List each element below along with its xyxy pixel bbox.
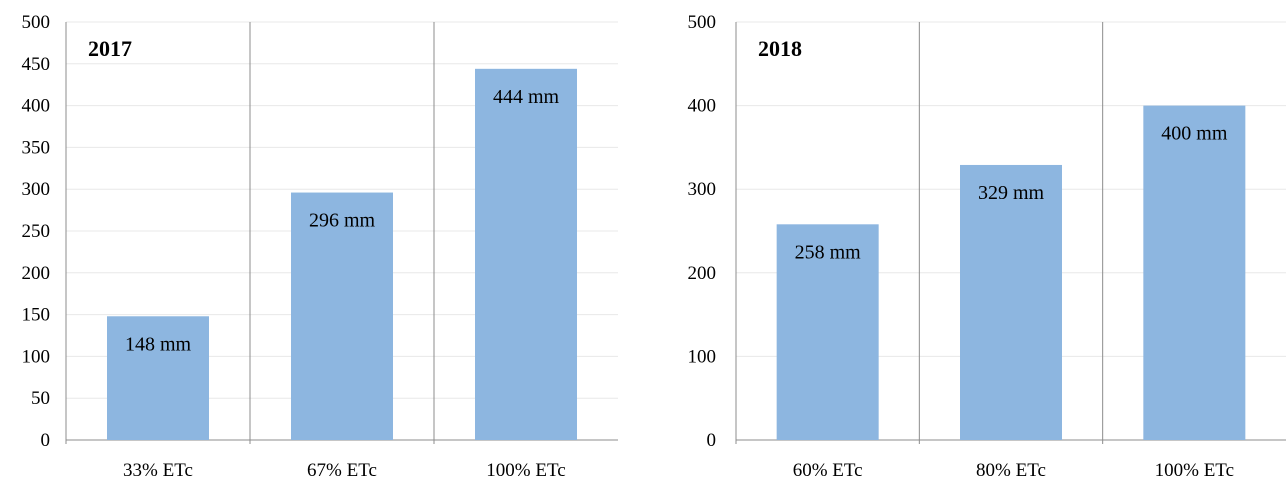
bar-2017-2 [291, 192, 393, 440]
x-tick-label: 67% ETc [307, 460, 377, 481]
data-label: 444 mm [493, 86, 560, 108]
bar-chart-2017: 0 50 100 150 200 250 300 350 400 450 500 148 mm 296 … [22, 12, 618, 481]
data-labels: 258 mm 329 mm 400 mm [795, 123, 1228, 264]
y-tick-label: 300 [22, 179, 51, 200]
chart-panel-2017: 0 50 100 150 200 250 300 350 400 450 500 148 mm 296 … [0, 0, 640, 482]
chart-title: 2018 [758, 36, 802, 61]
y-tick-label: 150 [22, 305, 51, 326]
bar-2017-3 [475, 68, 577, 440]
y-tick-label: 100 [22, 346, 51, 367]
y-tick-label: 400 [22, 96, 51, 117]
bar-2018-3 [1143, 105, 1246, 440]
y-axis: 0 100 200 300 400 500 [688, 12, 717, 451]
y-tick-label: 300 [688, 179, 717, 200]
x-tick-label: 60% ETc [793, 460, 863, 481]
y-tick-label: 400 [688, 96, 717, 117]
bar-2017-1 [107, 316, 209, 440]
bars [107, 68, 577, 440]
y-tick-label: 0 [707, 430, 717, 451]
x-tick-label: 80% ETc [976, 460, 1046, 481]
x-tick-label: 33% ETc [123, 460, 193, 481]
bar-2018-1 [776, 224, 879, 440]
category-separators [735, 22, 1104, 444]
y-tick-label: 50 [31, 388, 50, 409]
y-tick-label: 350 [22, 137, 51, 158]
y-tick-label: 100 [688, 346, 717, 367]
category-separators [65, 22, 435, 444]
bars [776, 105, 1246, 440]
bar-chart-2018: 0 100 200 300 400 500 258 mm 329 mm 400 mm 60% ET… [688, 12, 1286, 481]
bar-2018-2 [960, 164, 1062, 440]
y-tick-label: 500 [688, 12, 717, 33]
y-tick-label: 0 [41, 430, 51, 451]
x-tick-label: 100% ETc [486, 460, 565, 481]
data-label: 329 mm [978, 182, 1045, 204]
x-axis: 33% ETc 67% ETc 100% ETc [123, 460, 566, 481]
chart-title: 2017 [88, 36, 132, 61]
y-tick-label: 200 [22, 263, 51, 284]
x-axis: 60% ETc 80% ETc 100% ETc [793, 460, 1234, 481]
data-label: 400 mm [1161, 123, 1228, 145]
y-axis: 0 50 100 150 200 250 300 350 400 450 500 [22, 12, 51, 451]
y-tick-label: 250 [22, 221, 51, 242]
data-label: 258 mm [795, 241, 862, 263]
data-label: 296 mm [309, 210, 376, 232]
chart-panel-2018: 0 100 200 300 400 500 258 mm 329 mm 400 mm 60% ET… [650, 0, 1286, 482]
x-tick-label: 100% ETc [1155, 460, 1234, 481]
y-tick-label: 500 [22, 12, 51, 33]
y-tick-label: 200 [688, 263, 717, 284]
data-label: 148 mm [125, 333, 192, 355]
y-tick-label: 450 [22, 54, 51, 75]
data-labels: 148 mm 296 mm 444 mm [125, 86, 560, 355]
